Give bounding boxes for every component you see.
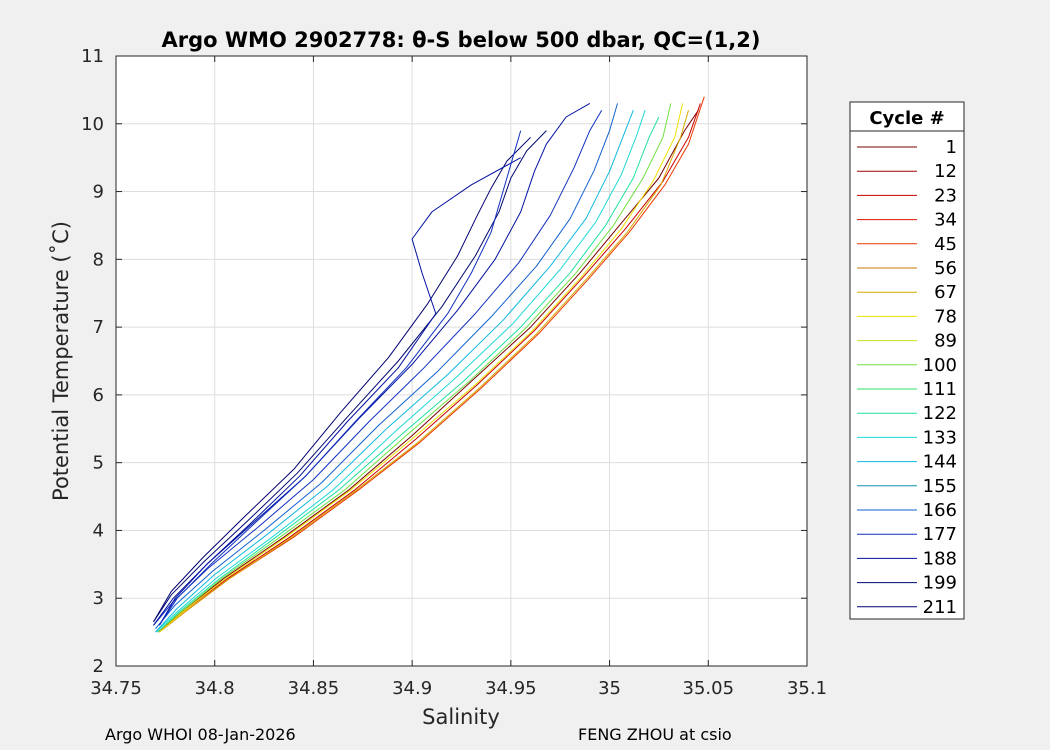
series-line (158, 130, 522, 626)
legend-label: 111 (923, 379, 957, 400)
legend-title: Cycle # (869, 108, 944, 129)
x-tick-labels: 34.75 34.8 34.85 34.9 34.95 35 35.05 35.1 (90, 678, 827, 699)
y-axis-label: Potential Temperature (˚C) (49, 221, 73, 501)
series-line (153, 130, 547, 623)
x-tick-label: 34.95 (485, 678, 537, 699)
series-line (155, 110, 646, 633)
y-tick-label: 5 (93, 453, 104, 474)
series-line (155, 103, 618, 630)
legend-label: 100 (923, 355, 957, 376)
legend-label: 211 (923, 597, 957, 618)
legend-label: 144 (923, 452, 957, 473)
series-line (153, 136, 531, 623)
legend-label: 199 (923, 573, 957, 594)
legend-label: 67 (934, 282, 957, 303)
plot-frame (115, 55, 808, 667)
series-line (159, 103, 684, 633)
footer-right-text: FENG ZHOU at csio (578, 725, 732, 744)
x-tick-label: 34.85 (288, 678, 340, 699)
y-tick-label: 8 (93, 249, 104, 270)
series-line (158, 157, 521, 626)
y-tick-label: 3 (93, 588, 104, 609)
series-line (157, 109, 699, 633)
legend-label: 188 (923, 548, 957, 569)
y-tick-labels: 2 3 4 5 6 7 8 9 10 11 (81, 46, 104, 677)
y-tick-label: 9 (93, 182, 104, 203)
series-line (157, 116, 660, 633)
footer-left-text: Argo WHOI 08-Jan-2026 (105, 725, 296, 744)
series-line (157, 103, 672, 633)
legend-label: 177 (923, 524, 957, 545)
legend-label: 155 (923, 476, 957, 497)
x-axis-label: Salinity (422, 705, 500, 729)
legend: Cycle # 1 12 23 34 45 56 67 78 89 100 111 122 133 144… (849, 101, 965, 620)
x-tick-label: 34.8 (195, 678, 235, 699)
axis-ticks (115, 55, 808, 667)
legend-entries: 1 12 23 34 45 56 67 78 89 100 111 122 133 144 155 166 17… (857, 137, 957, 618)
legend-label: 56 (934, 258, 957, 279)
series-line (153, 109, 603, 626)
x-tick-label: 34.9 (392, 678, 432, 699)
y-tick-label: 7 (93, 317, 104, 338)
series-line (159, 110, 689, 633)
data-series (153, 96, 705, 633)
legend-label: 166 (923, 500, 957, 521)
x-tick-label: 35 (598, 678, 621, 699)
y-tick-label: 4 (93, 520, 104, 541)
legend-label: 34 (934, 210, 957, 231)
legend-label: 23 (934, 185, 957, 206)
x-tick-label: 35.05 (683, 678, 735, 699)
legend-label: 122 (923, 403, 957, 424)
legend-label: 12 (934, 161, 957, 182)
chart-title: Argo WMO 2902778: θ-S below 500 dbar, QC… (162, 28, 761, 52)
y-tick-label: 10 (81, 114, 104, 135)
legend-label: 45 (934, 234, 957, 255)
legend-box (849, 101, 965, 620)
y-tick-label: 11 (81, 46, 104, 67)
y-tick-label: 6 (93, 385, 104, 406)
x-tick-label: 35.1 (787, 678, 827, 699)
legend-label: 1 (946, 137, 957, 158)
series-line (155, 110, 634, 633)
x-tick-label: 34.75 (90, 678, 142, 699)
legend-label: 78 (934, 306, 957, 327)
legend-label: 133 (923, 427, 957, 448)
series-line (157, 103, 701, 633)
legend-label: 89 (934, 331, 957, 352)
y-tick-label: 2 (93, 656, 104, 677)
